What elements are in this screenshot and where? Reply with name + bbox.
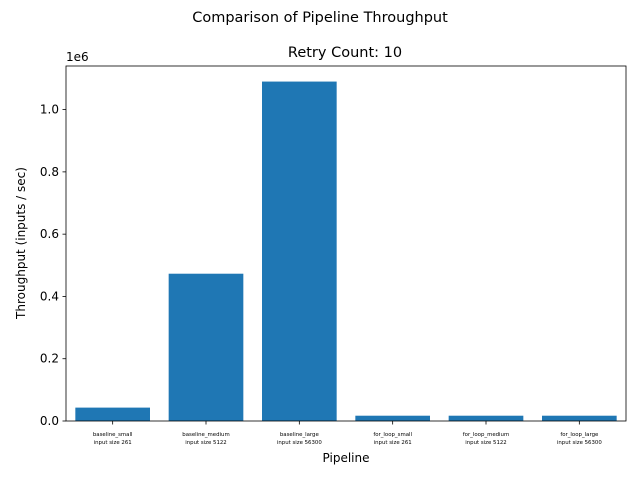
y-tick-label: 0.4 [40, 289, 59, 303]
y-scale-label: 1e6 [66, 50, 89, 64]
bar [262, 81, 337, 421]
x-tick-label: input size 56300 [277, 440, 322, 446]
bar [75, 407, 150, 421]
x-tick-label: input size 5122 [185, 440, 226, 446]
x-tick-label: input size 261 [374, 440, 412, 446]
y-axis-label: Throughput (inputs / sec) [14, 167, 28, 320]
x-tick-label: baseline_large [280, 432, 320, 438]
x-tick-label: input size 56300 [557, 440, 602, 446]
figure-suptitle: Comparison of Pipeline Throughput [192, 10, 448, 26]
x-tick-label: input size 261 [94, 440, 132, 446]
plot-frame [65, 65, 627, 422]
y-tick-label: 0.8 [40, 165, 59, 179]
x-tick-label: baseline_medium [182, 432, 229, 438]
y-tick-label: 1.0 [40, 103, 59, 117]
y-tick-label: 0.0 [40, 414, 59, 428]
x-tick-label: input size 5122 [465, 440, 506, 446]
y-axis: 0.0 0.2 0.4 0.6 0.8 1.0 [40, 103, 66, 428]
x-axis-label: Pipeline [323, 451, 370, 465]
x-tick-label: baseline_small [93, 432, 133, 438]
bar [168, 273, 244, 421]
x-tick-label: for_loop_small [373, 432, 412, 438]
bar [542, 415, 617, 421]
x-tick-label: for_loop_medium [463, 432, 509, 438]
y-tick-label: 0.2 [40, 352, 59, 366]
x-tick-label: for_loop_large [560, 432, 599, 438]
bars-group [75, 81, 617, 421]
bar [448, 415, 524, 421]
chart-title: Retry Count: 10 [288, 45, 402, 61]
y-tick-label: 0.6 [40, 227, 59, 241]
bar [355, 415, 430, 421]
